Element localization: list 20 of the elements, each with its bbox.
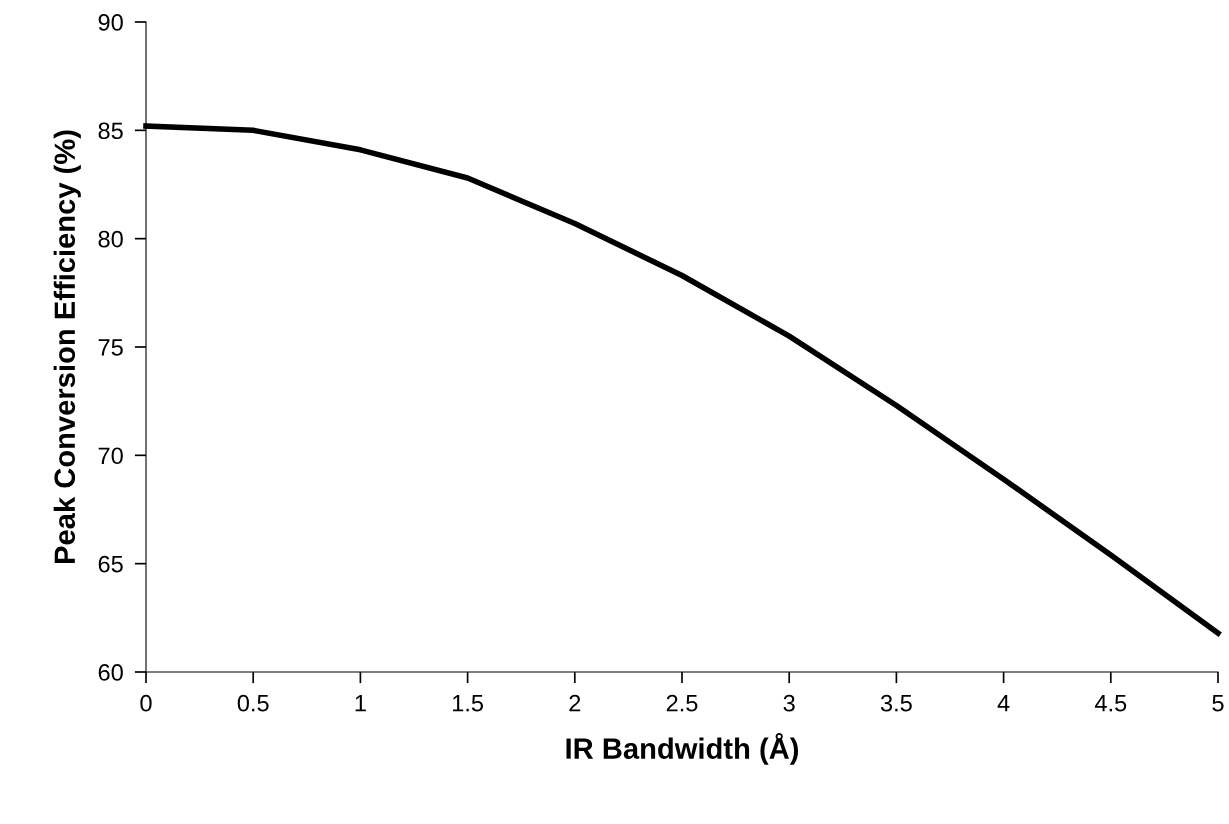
x-tick-label: 1 — [355, 695, 366, 712]
y-tick-label: 85 — [98, 122, 123, 140]
y-tick-label: 90 — [98, 14, 123, 31]
x-tick-label: 4 — [997, 695, 1010, 712]
x-tick-label: 2 — [569, 694, 581, 712]
x-tick-label: 0.5 — [237, 694, 269, 712]
x-tick-label: 2.5 — [666, 694, 698, 712]
x-axis-title: IR Bandwidth (Å) — [566, 732, 799, 765]
y-tick-label: 65 — [98, 555, 123, 573]
y-tick-label: 75 — [98, 339, 123, 356]
x-tick-label: 5 — [1212, 695, 1224, 712]
x-tick-label: 0 — [140, 694, 152, 712]
x-tick-label: 1.5 — [452, 695, 484, 712]
y-tick-label: 70 — [98, 447, 123, 465]
y-axis-title: Peak Conversion Efficiency (%) — [53, 130, 81, 564]
y-tick-label: 60 — [98, 664, 123, 681]
x-tick-label: 4.5 — [1094, 695, 1127, 712]
x-tick-label: 3 — [783, 694, 795, 712]
y-tick-label: 80 — [98, 230, 123, 248]
x-tick-label: 3.5 — [880, 694, 912, 712]
